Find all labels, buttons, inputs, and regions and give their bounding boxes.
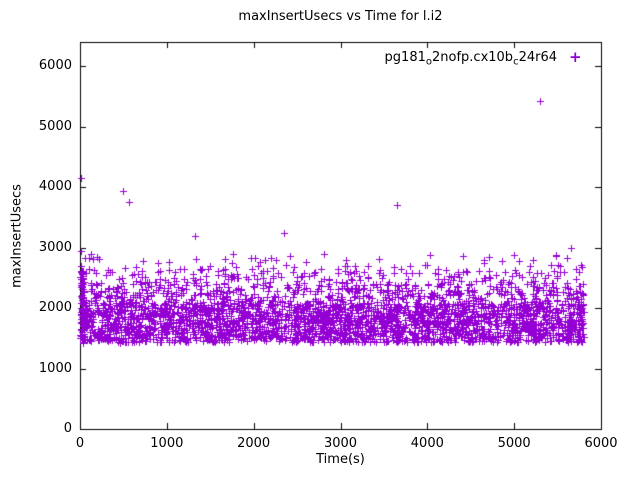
x-tick-label: 2000 xyxy=(237,436,271,451)
x-tick-label: 0 xyxy=(75,436,85,451)
x-axis-label: Time(s) xyxy=(316,452,365,467)
chart-title: maxInsertUsecs vs Time for l.i2 xyxy=(238,9,443,24)
x-tick-label: 4000 xyxy=(410,436,444,451)
x-tick-label: 6000 xyxy=(584,436,618,451)
legend-text-subscript: o xyxy=(425,56,432,68)
x-tick-label: 1000 xyxy=(150,436,184,451)
y-tick-label: 6000 xyxy=(38,58,72,74)
legend-entry-label: pg181o2nofp.cx10bc24r64 xyxy=(80,50,557,68)
legend-text-part: 2nofp.cx10b xyxy=(432,50,514,65)
y-tick-label: 0 xyxy=(63,421,72,436)
x-tick-label: 3000 xyxy=(323,436,358,451)
y-tick-label: 5000 xyxy=(38,118,72,134)
x-tick-label: 5000 xyxy=(497,436,531,451)
legend-text-subscript: c xyxy=(513,56,519,68)
legend-plus-marker-icon: + xyxy=(569,48,582,66)
y-tick-label: 3000 xyxy=(38,239,72,255)
y-axis-label: maxInsertUsecs xyxy=(9,184,25,288)
legend-text-part: 24r64 xyxy=(518,50,557,65)
legend-text-part: pg181 xyxy=(384,50,426,65)
y-tick-label: 1000 xyxy=(38,360,72,376)
y-tick-label: 4000 xyxy=(38,179,72,195)
y-tick-label: 2000 xyxy=(38,300,72,316)
